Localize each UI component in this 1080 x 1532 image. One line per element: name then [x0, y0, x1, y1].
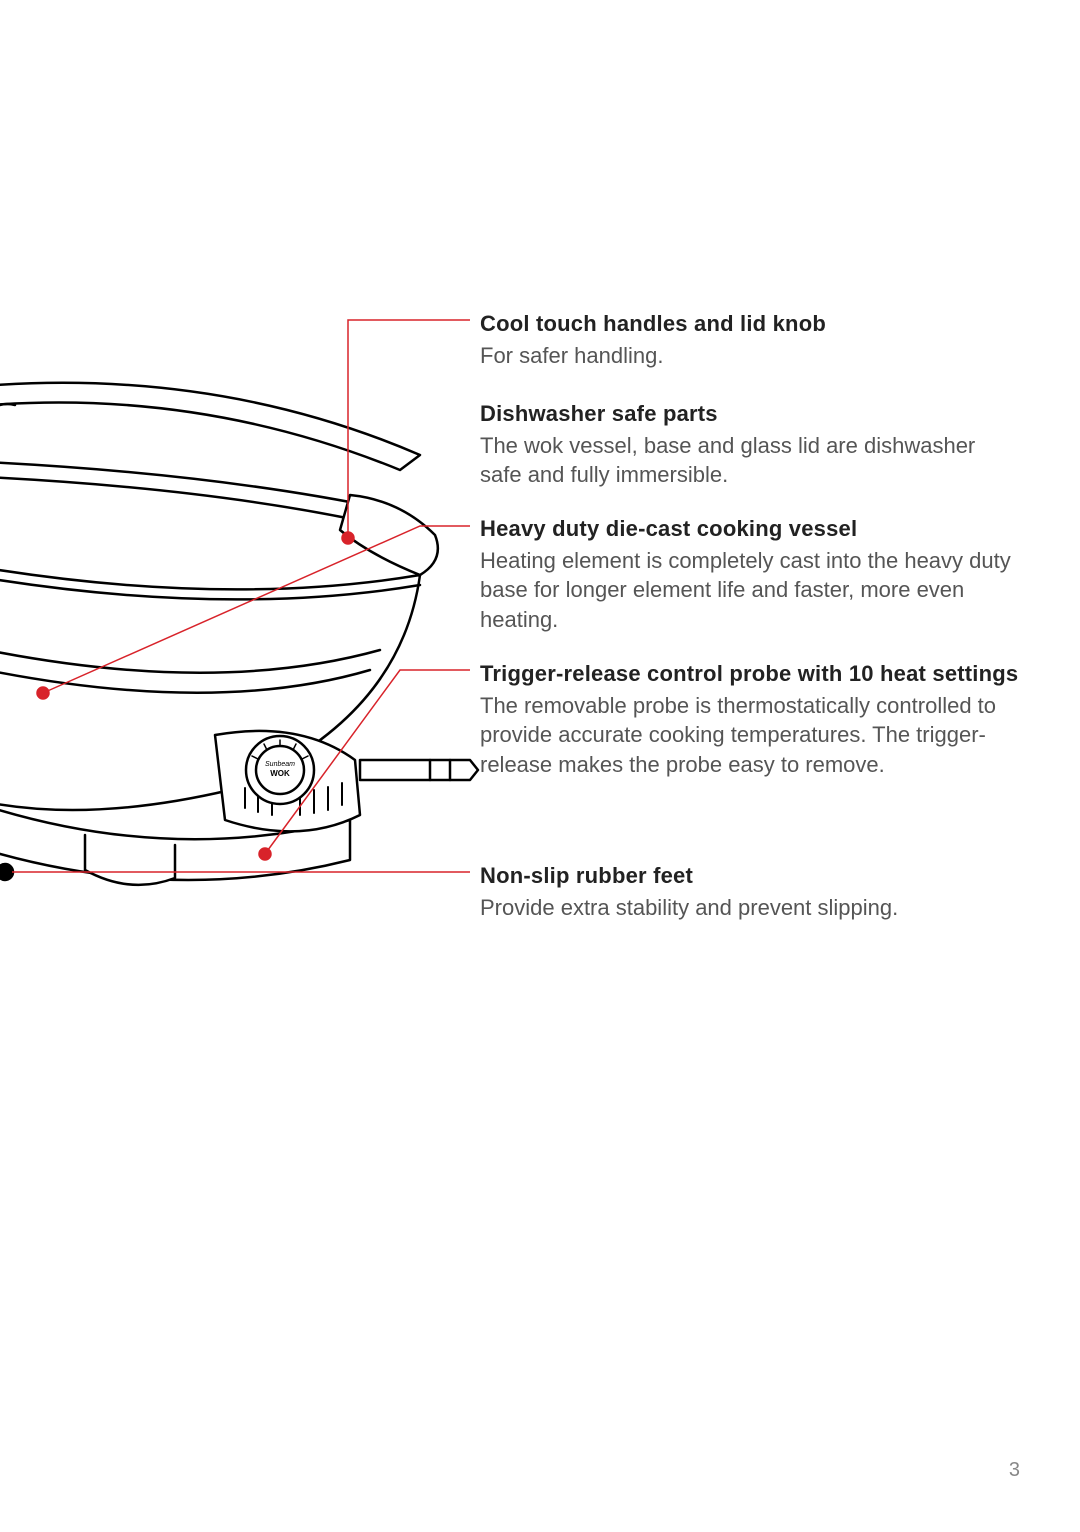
product-illustration: Sunbeam WOK — [0, 0, 480, 1000]
feature-title: Heavy duty die-cast cooking vessel — [480, 515, 1020, 544]
feature-body: Provide extra stability and prevent slip… — [480, 893, 1020, 923]
feature-dishwasher-safe: Dishwasher safe parts The wok vessel, ba… — [480, 400, 1020, 490]
feature-title: Cool touch handles and lid knob — [480, 310, 1020, 339]
feature-title: Dishwasher safe parts — [480, 400, 1020, 429]
feature-trigger-release: Trigger-release control probe with 10 he… — [480, 660, 1020, 780]
svg-text:WOK: WOK — [270, 769, 290, 778]
feature-body: The wok vessel, base and glass lid are d… — [480, 431, 1020, 490]
feature-non-slip: Non-slip rubber feet Provide extra stabi… — [480, 862, 1020, 922]
feature-cool-touch: Cool touch handles and lid knob For safe… — [480, 310, 1020, 370]
svg-text:Sunbeam: Sunbeam — [265, 761, 295, 768]
feature-heavy-duty: Heavy duty die-cast cooking vessel Heati… — [480, 515, 1020, 635]
wok-line-art: Sunbeam WOK — [0, 0, 480, 1000]
page-number: 3 — [1009, 1459, 1020, 1482]
feature-body: The removable probe is thermostatically … — [480, 691, 1020, 780]
manual-page: Sunbeam WOK Coo — [0, 0, 1080, 1532]
feature-body: For safer handling. — [480, 341, 1020, 371]
feature-title: Trigger-release control probe with 10 he… — [480, 660, 1020, 689]
feature-title: Non-slip rubber feet — [480, 862, 1020, 891]
feature-body: Heating element is completely cast into … — [480, 546, 1020, 635]
